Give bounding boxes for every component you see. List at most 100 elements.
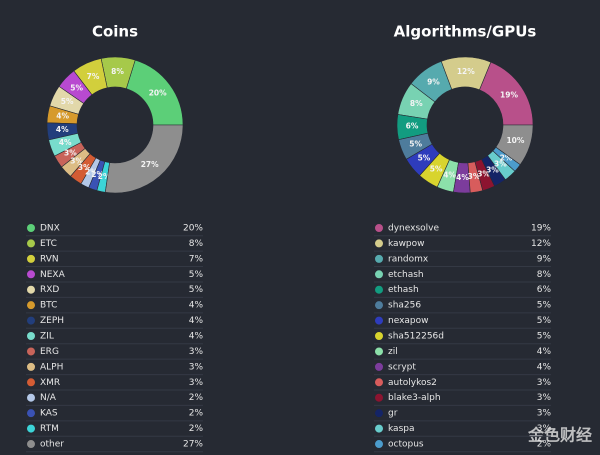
legend-label: kawpow (388, 239, 425, 249)
legend-label: KAS (40, 409, 58, 419)
legend-value: 4% (189, 316, 204, 326)
legend-swatch (27, 347, 35, 356)
slice-label: 5% (61, 97, 74, 106)
slice-label: 7% (87, 72, 100, 81)
legend-value: 5% (537, 332, 552, 342)
slice-label: 19% (500, 90, 518, 99)
legend-swatch (375, 393, 383, 402)
legend-value: 12% (531, 239, 551, 249)
slice-label: 5% (70, 83, 83, 92)
legend-label: kaspa (388, 424, 415, 434)
slice-label: 9% (427, 77, 440, 86)
legend-value: 8% (537, 270, 552, 280)
legend-swatch (27, 362, 35, 371)
legend-value: 5% (537, 316, 552, 326)
legend-value: 5% (189, 270, 204, 280)
slice-label: 3% (468, 172, 481, 181)
legend-swatch (375, 424, 383, 433)
legend-label: sha256 (388, 301, 421, 311)
legend-label: ETC (40, 239, 57, 249)
legend-swatch (375, 332, 383, 341)
legend-value: 3% (537, 409, 552, 419)
legend-label: DNX (40, 224, 60, 234)
legend-label: XMR (40, 378, 60, 388)
slice-label: 4% (443, 171, 456, 180)
legend-swatch (27, 285, 35, 294)
legend-swatch (27, 301, 35, 310)
legend-swatch (375, 254, 383, 263)
legend-label: RXD (40, 285, 59, 295)
legend-value: 3% (189, 378, 204, 388)
legend-value: 4% (189, 332, 204, 342)
legend-value: 19% (531, 224, 551, 234)
chart-title: Algorithms/GPUs (394, 23, 537, 41)
legend-label: dynexsolve (388, 224, 439, 234)
legend-value: 2% (537, 440, 552, 450)
legend-label: N/A (40, 393, 57, 403)
legend-swatch (27, 270, 35, 279)
legend-value: 27% (183, 440, 203, 450)
slice-label: 5% (430, 164, 443, 173)
legend-swatch (375, 270, 383, 279)
legend-label: BTC (40, 301, 57, 311)
legend-swatch (375, 440, 383, 449)
slice-label: 3% (78, 163, 91, 172)
legend-swatch (375, 301, 383, 310)
slice-label: 4% (56, 112, 69, 121)
pie-slice (495, 124, 534, 166)
legend-value: 8% (189, 239, 204, 249)
legend-label: ALPH (40, 362, 63, 372)
legend-swatch (27, 440, 35, 449)
slice-label: 12% (457, 67, 475, 76)
legend-swatch (27, 393, 35, 402)
legend-label: RVN (40, 254, 59, 264)
slice-label: 27% (141, 160, 159, 169)
legend-value: 2% (189, 393, 204, 403)
legend-label: other (40, 440, 64, 450)
legend-value: 2% (189, 409, 204, 419)
legend-swatch (375, 285, 383, 294)
slice-label: 4% (456, 173, 469, 182)
slice-label: 8% (111, 67, 124, 76)
legend-label: etchash (388, 270, 424, 280)
legend-swatch (27, 409, 35, 418)
legend-swatch (375, 409, 383, 418)
legend-label: ZEPH (40, 316, 64, 326)
slice-label: 4% (59, 138, 72, 147)
legend-swatch (27, 224, 35, 232)
legend-swatch (375, 378, 383, 387)
slice-label: 6% (406, 122, 419, 131)
slice-label: 3% (70, 157, 83, 166)
legend-label: blake3-alph (388, 393, 441, 403)
watermark: 金色财经 (527, 426, 592, 445)
legend-value: 7% (189, 254, 204, 264)
pie-slice (104, 124, 184, 194)
legend-value: 4% (537, 362, 552, 372)
slice-label: 20% (149, 89, 167, 98)
legend-label: nexapow (388, 316, 429, 326)
legend-swatch (375, 224, 383, 232)
slice-label: 5% (409, 139, 422, 148)
legend-value: 5% (537, 301, 552, 311)
slice-label: 2% (98, 172, 111, 181)
legend-value: 9% (537, 254, 552, 264)
slice-label: 3% (477, 170, 490, 179)
legend-value: 3% (537, 393, 552, 403)
legend-label: ERG (40, 347, 59, 357)
legend-swatch (27, 316, 35, 325)
legend-swatch (27, 254, 35, 263)
legend-swatch (375, 347, 383, 356)
legend-value: 3% (537, 424, 552, 434)
slice-label: 8% (410, 99, 423, 108)
legend-label: gr (388, 409, 398, 419)
legend-label: zil (388, 347, 398, 357)
legend-value: 6% (537, 285, 552, 295)
legend-swatch (27, 332, 35, 341)
slice-label: 2% (500, 154, 513, 163)
legend-swatch (27, 378, 35, 387)
legend-label: autolykos2 (388, 378, 437, 388)
legend-value: 3% (537, 378, 552, 388)
legend-value: 3% (189, 347, 204, 357)
legend-value: 2% (189, 424, 204, 434)
legend-value: 20% (183, 224, 203, 234)
